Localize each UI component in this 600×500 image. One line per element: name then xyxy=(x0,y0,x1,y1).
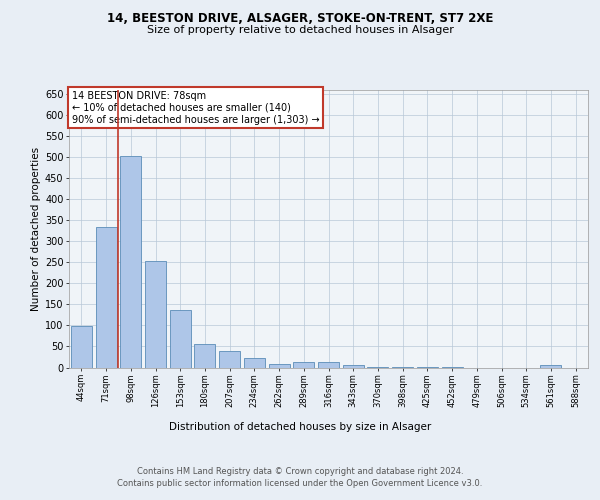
Text: Contains HM Land Registry data © Crown copyright and database right 2024.: Contains HM Land Registry data © Crown c… xyxy=(137,468,463,476)
Text: Size of property relative to detached houses in Alsager: Size of property relative to detached ho… xyxy=(146,25,454,35)
Bar xyxy=(170,310,191,368)
Bar xyxy=(219,350,240,368)
Y-axis label: Number of detached properties: Number of detached properties xyxy=(31,146,41,311)
Bar xyxy=(120,156,141,368)
Bar xyxy=(367,366,388,368)
Bar xyxy=(244,358,265,368)
Bar xyxy=(95,226,116,368)
Bar xyxy=(293,362,314,368)
Bar xyxy=(71,326,92,368)
Text: Contains public sector information licensed under the Open Government Licence v3: Contains public sector information licen… xyxy=(118,478,482,488)
Bar xyxy=(343,365,364,368)
Text: 14, BEESTON DRIVE, ALSAGER, STOKE-ON-TRENT, ST7 2XE: 14, BEESTON DRIVE, ALSAGER, STOKE-ON-TRE… xyxy=(107,12,493,26)
Bar xyxy=(541,366,562,368)
Text: Distribution of detached houses by size in Alsager: Distribution of detached houses by size … xyxy=(169,422,431,432)
Bar xyxy=(145,260,166,368)
Bar xyxy=(269,364,290,368)
Bar xyxy=(318,362,339,368)
Text: 14 BEESTON DRIVE: 78sqm
← 10% of detached houses are smaller (140)
90% of semi-d: 14 BEESTON DRIVE: 78sqm ← 10% of detache… xyxy=(71,92,319,124)
Bar xyxy=(194,344,215,368)
